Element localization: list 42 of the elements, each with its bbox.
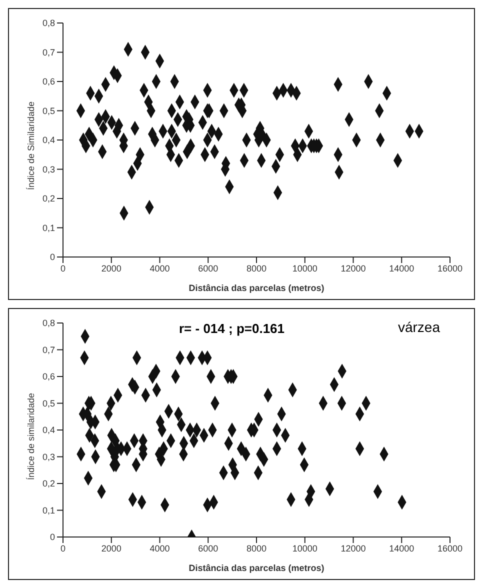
y-tick-label: 0,3: [42, 452, 55, 462]
annotation: r= - 014 ; p=0.161: [179, 321, 285, 336]
y-axis-title: Índice de similaridade: [26, 392, 36, 480]
y-tick-label: 0,8: [42, 18, 55, 28]
x-tick-label: 2000: [101, 263, 122, 274]
x-tick-label: 10000: [292, 543, 318, 554]
y-tick-label: 0,6: [42, 372, 55, 382]
x-tick-label: 4000: [150, 543, 170, 554]
x-tick-label: 14000: [389, 543, 414, 554]
x-tick-label: 10000: [292, 263, 318, 274]
y-tick-label: 0,4: [42, 425, 55, 436]
y-tick-label: 0,5: [42, 106, 55, 116]
x-tick-label: 16000: [437, 543, 463, 554]
x-tick-label: 4000: [150, 263, 170, 274]
y-tick-label: 0: [50, 252, 55, 262]
x-tick-label: 2000: [101, 543, 122, 554]
x-tick-label: 0: [60, 263, 66, 274]
x-tick-label: 8000: [246, 543, 267, 554]
y-tick-label: 0,1: [42, 222, 55, 233]
x-axis-title: Distância das parcelas (metros): [188, 283, 324, 293]
x-tick-label: 14000: [389, 263, 414, 274]
x-tick-label: 6000: [198, 263, 218, 274]
y-tick-label: 0,8: [42, 318, 55, 328]
x-tick-label: 16000: [437, 263, 463, 274]
x-axis-title: Distância das parcelas (metros): [188, 563, 324, 573]
y-tick-label: 0,1: [42, 505, 55, 516]
x-tick-label: 12000: [340, 543, 366, 554]
x-tick-label: 6000: [198, 543, 218, 554]
y-tick-label: 0,4: [42, 135, 55, 146]
y-tick-label: 0,7: [42, 47, 55, 58]
x-tick-label: 8000: [246, 263, 267, 274]
x-tick-label: 0: [60, 543, 66, 554]
y-axis-title: Índice de Similaridade: [26, 101, 36, 190]
x-tick-label: 12000: [340, 263, 366, 274]
annotation: várzea: [398, 319, 440, 335]
y-tick-label: 0,3: [42, 164, 55, 174]
y-tick-label: 0,6: [42, 76, 55, 87]
y-tick-label: 0: [50, 532, 55, 542]
y-tick-label: 0,2: [42, 194, 55, 204]
y-tick-label: 0,7: [42, 344, 55, 355]
y-tick-label: 0,2: [42, 478, 55, 489]
y-tick-label: 0,5: [42, 398, 55, 408]
